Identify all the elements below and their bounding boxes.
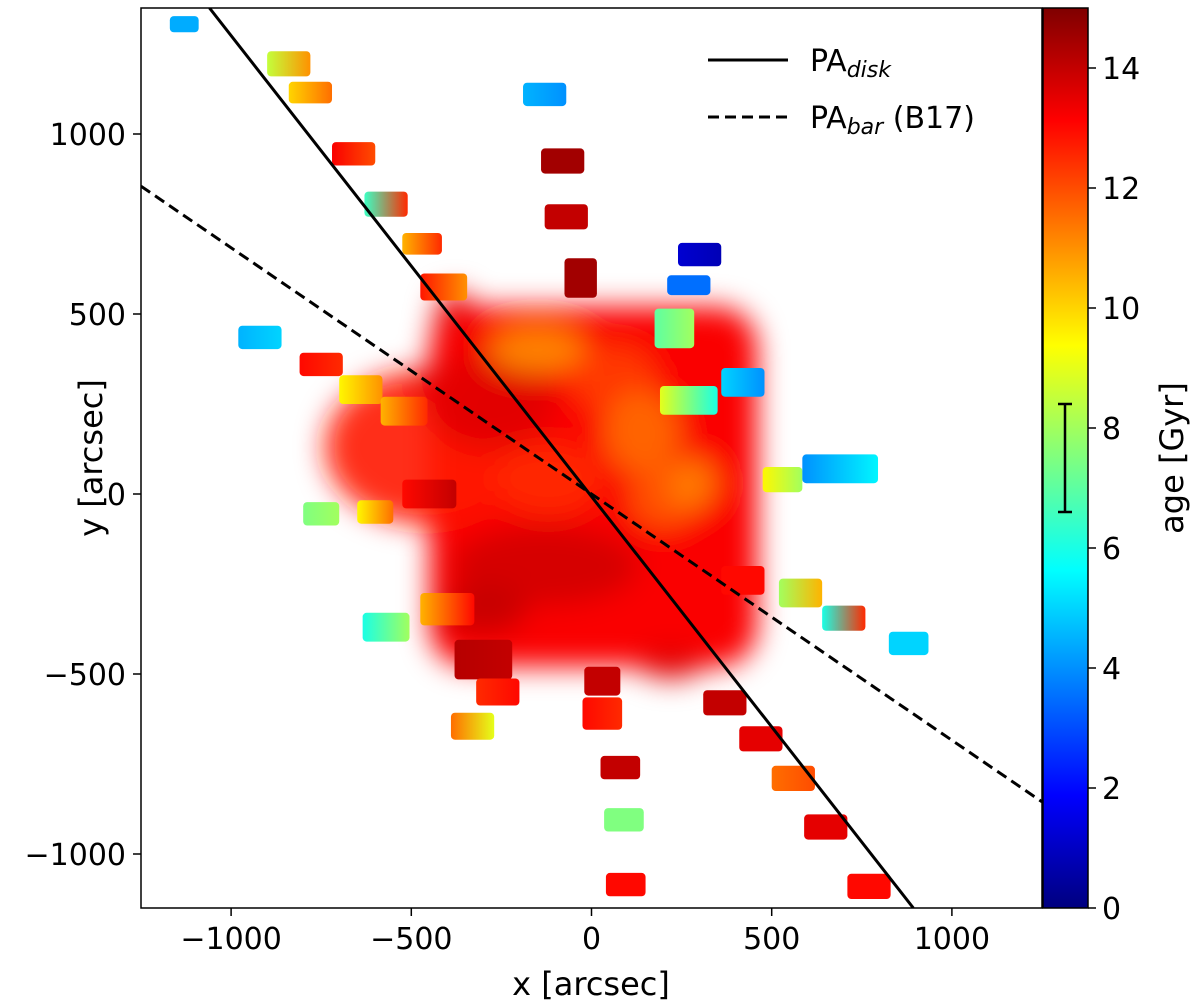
pointing-patch: [605, 872, 646, 897]
colorbar-tick-label: 2: [1102, 772, 1121, 807]
pointing-patch: [357, 500, 394, 524]
pointing-patch: [582, 697, 623, 730]
colorbar-error-bar: [1058, 402, 1072, 514]
pointing-patches: [169, 16, 929, 899]
y-tick-label: 0: [107, 478, 126, 513]
pointing-patch: [420, 593, 475, 626]
pointing-patch: [303, 502, 340, 526]
pa-bar-line: [141, 184, 1042, 804]
data-layer: [141, 8, 1042, 908]
pointing-patch: [476, 678, 520, 706]
legend-label-bar: PAbar (B17): [810, 101, 975, 140]
colorbar-tick-label: 10: [1102, 292, 1140, 327]
central-region-cell: [411, 366, 469, 406]
x-tick-label: 500: [743, 922, 800, 957]
pointing-patch: [847, 873, 891, 899]
y-axis-ticks: −1000 −500 0 500 1000: [25, 118, 141, 873]
pointing-patch: [771, 765, 815, 791]
pointing-patch: [454, 639, 513, 680]
pointing-patch: [804, 814, 848, 840]
legend-subscript-bar: bar: [847, 115, 885, 140]
pointing-patch: [450, 712, 495, 740]
pointing-patch: [339, 375, 383, 404]
x-tick-label: 1000: [914, 922, 990, 957]
y-axis-label: y [arcsec]: [72, 379, 110, 537]
pointing-patch: [267, 51, 311, 77]
x-tick-label: −500: [370, 922, 452, 957]
central-region-cell: [638, 647, 704, 680]
pointing-patch: [380, 396, 428, 426]
pointing-patch: [402, 233, 442, 255]
position-angle-lines: [141, 8, 1042, 908]
pointing-patch: [802, 454, 879, 484]
pointing-patch: [659, 386, 718, 415]
colorbar-tick-label: 6: [1102, 532, 1121, 567]
colorbar-label: age [Gyr]: [1153, 382, 1191, 534]
y-tick-label: −1000: [25, 838, 126, 873]
colorbar-tick-label: 12: [1102, 172, 1140, 207]
pointing-patch: [667, 275, 711, 296]
pointing-patch: [402, 479, 457, 509]
pointing-patch: [762, 467, 803, 493]
colorbar-tick-label: 14: [1102, 52, 1140, 87]
central-region-cell: [668, 458, 716, 509]
pointing-patch: [703, 690, 747, 716]
colorbar-tick-label: 4: [1102, 652, 1121, 687]
pointing-patch: [721, 368, 765, 397]
pointing-patch: [654, 308, 695, 349]
legend-subscript-disk: disk: [847, 58, 893, 83]
central-region-cell: [488, 328, 587, 372]
pointing-patch: [544, 204, 588, 230]
central-region: [324, 290, 758, 680]
legend-suffix-bar: (B17): [883, 101, 975, 136]
pointing-patch: [364, 191, 408, 217]
colorbar: 0 2 4 6 8 10 12 14 age [Gyr]: [1042, 7, 1191, 927]
central-region-cell: [434, 290, 475, 338]
colorbar-tick-label: 8: [1102, 412, 1121, 447]
legend: PAdisk PAbar (B17): [708, 44, 975, 140]
colorbar-ticks: 0 2 4 6 8 10 12 14: [1088, 52, 1140, 927]
pointing-patch: [169, 16, 199, 33]
pointing-patch: [288, 81, 333, 104]
pointing-patch: [600, 755, 641, 780]
pointing-patch: [822, 605, 866, 631]
pointing-patch: [238, 325, 282, 350]
pointing-patch: [584, 666, 621, 696]
pointing-patch: [332, 142, 376, 166]
central-region-cell: [595, 587, 689, 653]
central-region-cell: [494, 443, 603, 516]
pointing-patch: [523, 82, 567, 107]
pa-disk-line: [208, 8, 915, 908]
y-tick-label: −500: [44, 658, 126, 693]
pointing-patch: [721, 566, 765, 595]
pointing-patch: [362, 612, 410, 642]
x-axis-label: x [arcsec]: [512, 965, 670, 1003]
x-tick-label: −1000: [180, 922, 281, 957]
pointing-patch: [564, 258, 597, 298]
pointing-patch: [604, 808, 644, 832]
pointing-patch: [739, 726, 783, 752]
pointing-patch: [299, 352, 343, 377]
legend-label-disk: PAdisk: [810, 44, 892, 83]
pointing-patch: [677, 242, 722, 267]
pointing-patch: [888, 631, 929, 656]
pointing-patch: [541, 148, 585, 174]
y-tick-label: 500: [69, 298, 126, 333]
x-tick-label: 0: [582, 922, 601, 957]
colorbar-tick-label: 0: [1102, 892, 1121, 927]
pointing-patch: [778, 578, 823, 608]
y-tick-label: 1000: [50, 118, 126, 153]
x-axis-ticks: −1000 −500 0 500 1000: [180, 908, 990, 957]
